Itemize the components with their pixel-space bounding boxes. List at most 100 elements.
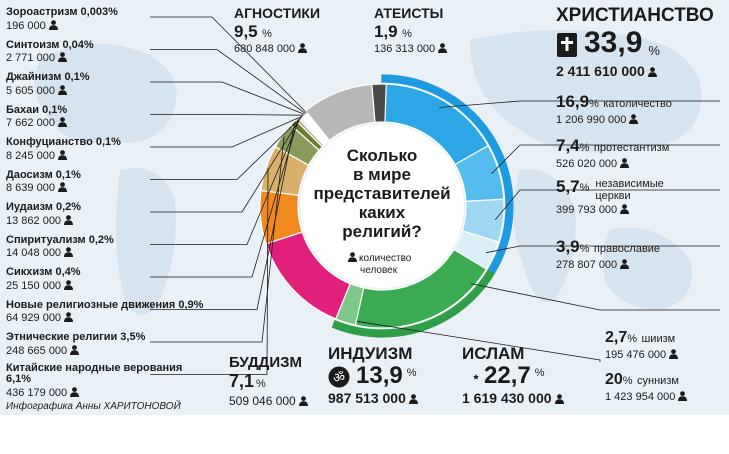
small-religion-item: Этнические религии 3,5% 248 665 000: [6, 331, 145, 357]
center-circle: [300, 124, 464, 288]
independent-label: 5,7% независимые церкви 399 793 000: [556, 178, 664, 217]
person-icon: [408, 394, 418, 404]
buddhism-label: БУДДИЗМ 7,1% 509 046 000: [229, 355, 308, 407]
small-religion-count: 436 179 000: [6, 386, 68, 399]
christianity-pct: 33,9: [584, 25, 643, 59]
protestant-pct: 7,4: [556, 136, 580, 155]
agnostics-pct: 9,5: [234, 21, 258, 41]
leader-line: [494, 189, 720, 221]
person-icon: [298, 395, 308, 406]
small-religion-name: Конфуцианство 0,1%: [6, 136, 121, 148]
leader-line: [356, 320, 601, 362]
map-landmass: [116, 168, 176, 315]
person-icon: [348, 252, 357, 262]
christianity-name: ХРИСТИАНСТВО: [556, 5, 714, 26]
small-religion-count: 13 862 000: [6, 214, 62, 227]
small-religion-name: Зороастризм 0,003%: [6, 6, 118, 18]
atheists-name: АТЕИСТЫ: [374, 5, 444, 21]
agnostics-label: АГНОСТИКИ 9,5 % 680 848 000: [234, 6, 320, 56]
sunni-label: 20% суннизм 1 423 954 000: [605, 371, 688, 403]
hinduism-pct: 13,9: [356, 361, 403, 389]
person-icon: [48, 19, 58, 30]
person-icon: [70, 344, 80, 355]
hinduism-count: 987 513 000: [328, 389, 406, 406]
small-religion-item: Спиритуализм 0,2% 14 048 000: [6, 234, 114, 260]
atheists-label: АТЕИСТЫ 1,9 % 136 313 000: [374, 5, 448, 56]
small-religion-item: Синтоизм 0,04% 2 771 000: [6, 39, 94, 65]
person-icon: [669, 348, 679, 359]
protestant-label: 7,4% протестантизм 526 020 000: [556, 137, 669, 170]
credit: Инфографика Анны ХАРИТОНОВОЙ: [6, 401, 181, 412]
agnostics-unit: %: [262, 27, 272, 40]
small-religion-item: Новые религиозные движения 0,9% 64 929 00…: [6, 299, 203, 325]
independent-unit: %: [579, 182, 590, 194]
islam-label: ИСЛАМ 22,7 % 1 619 430 000: [462, 345, 564, 406]
leader-line: [491, 144, 720, 175]
sunni-count: 1 423 954 000: [605, 390, 676, 403]
center-title-line: представителей: [313, 184, 451, 204]
buddhism-unit: %: [256, 377, 266, 390]
christianity-label: ХРИСТИАНСТВО 33,9 % 2 411 610 000: [556, 6, 714, 79]
person-icon: [57, 117, 67, 128]
hinduism-name: ИНДУИЗМ: [328, 344, 413, 363]
leader-line: [150, 168, 269, 375]
person-icon: [64, 312, 74, 323]
segment-islam-ring: [331, 269, 495, 338]
person-icon: [438, 43, 448, 54]
shia-count: 195 476 000: [605, 348, 667, 361]
leader-line: [150, 16, 307, 114]
small-religion-item: Конфуцианство 0,1% 8 245 000: [6, 136, 121, 162]
catholic-unit: %: [589, 98, 599, 110]
person-icon: [678, 390, 688, 401]
person-icon: [57, 52, 67, 63]
independent-name1: независимые: [595, 178, 664, 190]
bible-icon: [556, 32, 578, 58]
small-religion-count: 5 605 000: [6, 84, 55, 97]
small-religion-item: Бахаи 0,1% 7 662 000: [6, 104, 67, 130]
world-map-background: [0, 0, 729, 415]
person-icon: [298, 43, 308, 54]
small-religion-item: Сикхизм 0,4% 25 150 000: [6, 266, 81, 292]
map-landmass: [513, 169, 576, 302]
small-religion-pct: 6,1%: [6, 373, 32, 386]
islam-pct: 22,7: [484, 361, 531, 389]
center-legend-line1: количество: [359, 253, 412, 264]
orthodox-pct: 3,9: [556, 237, 580, 256]
small-religion-name: Даосизм 0,1%: [6, 168, 81, 181]
independent-count: 399 793 000: [556, 204, 618, 217]
center-title-line: религий?: [342, 222, 422, 242]
agnostics-count: 680 848 000: [234, 43, 296, 56]
leader-lines: [150, 16, 720, 375]
om-icon: ॐ: [328, 366, 350, 388]
shia-label: 2,7% шиизм 195 476 000: [605, 329, 679, 361]
small-religion-count: 7 662 000: [6, 117, 55, 130]
map-landmass: [470, 30, 702, 153]
person-icon: [554, 394, 564, 404]
small-religion-name: Иудаизм 0,2%: [6, 201, 82, 213]
person-icon: [620, 204, 630, 215]
sunni-unit: %: [622, 375, 633, 387]
person-icon: [629, 113, 639, 124]
leader-line: [150, 49, 306, 114]
orthodox-label: 3,9% православие 278 807 000: [556, 238, 660, 271]
leader-line: [150, 115, 303, 148]
leader-line: [150, 81, 305, 115]
map-landmass: [603, 228, 692, 310]
catholic-name: католичество: [603, 98, 672, 110]
leader-line: [150, 120, 299, 278]
donut-segments: [259, 74, 514, 338]
independent-name2: церкви: [595, 190, 631, 203]
center-legend: количество человек: [348, 252, 411, 276]
map-landmass: [34, 43, 177, 143]
small-religion-count: 25 150 000: [6, 279, 62, 292]
small-religion-name: Сикхизм 0,4%: [6, 266, 81, 278]
small-religion-name: Джайнизм 0,1%: [6, 71, 90, 83]
svg-text:ॐ: ॐ: [333, 371, 345, 386]
shia-unit: %: [627, 333, 638, 345]
crescent-icon: [462, 368, 480, 388]
orthodox-name: православие: [593, 243, 661, 255]
catholic-count: 1 206 990 000: [556, 113, 627, 126]
leader-line: [150, 136, 285, 343]
